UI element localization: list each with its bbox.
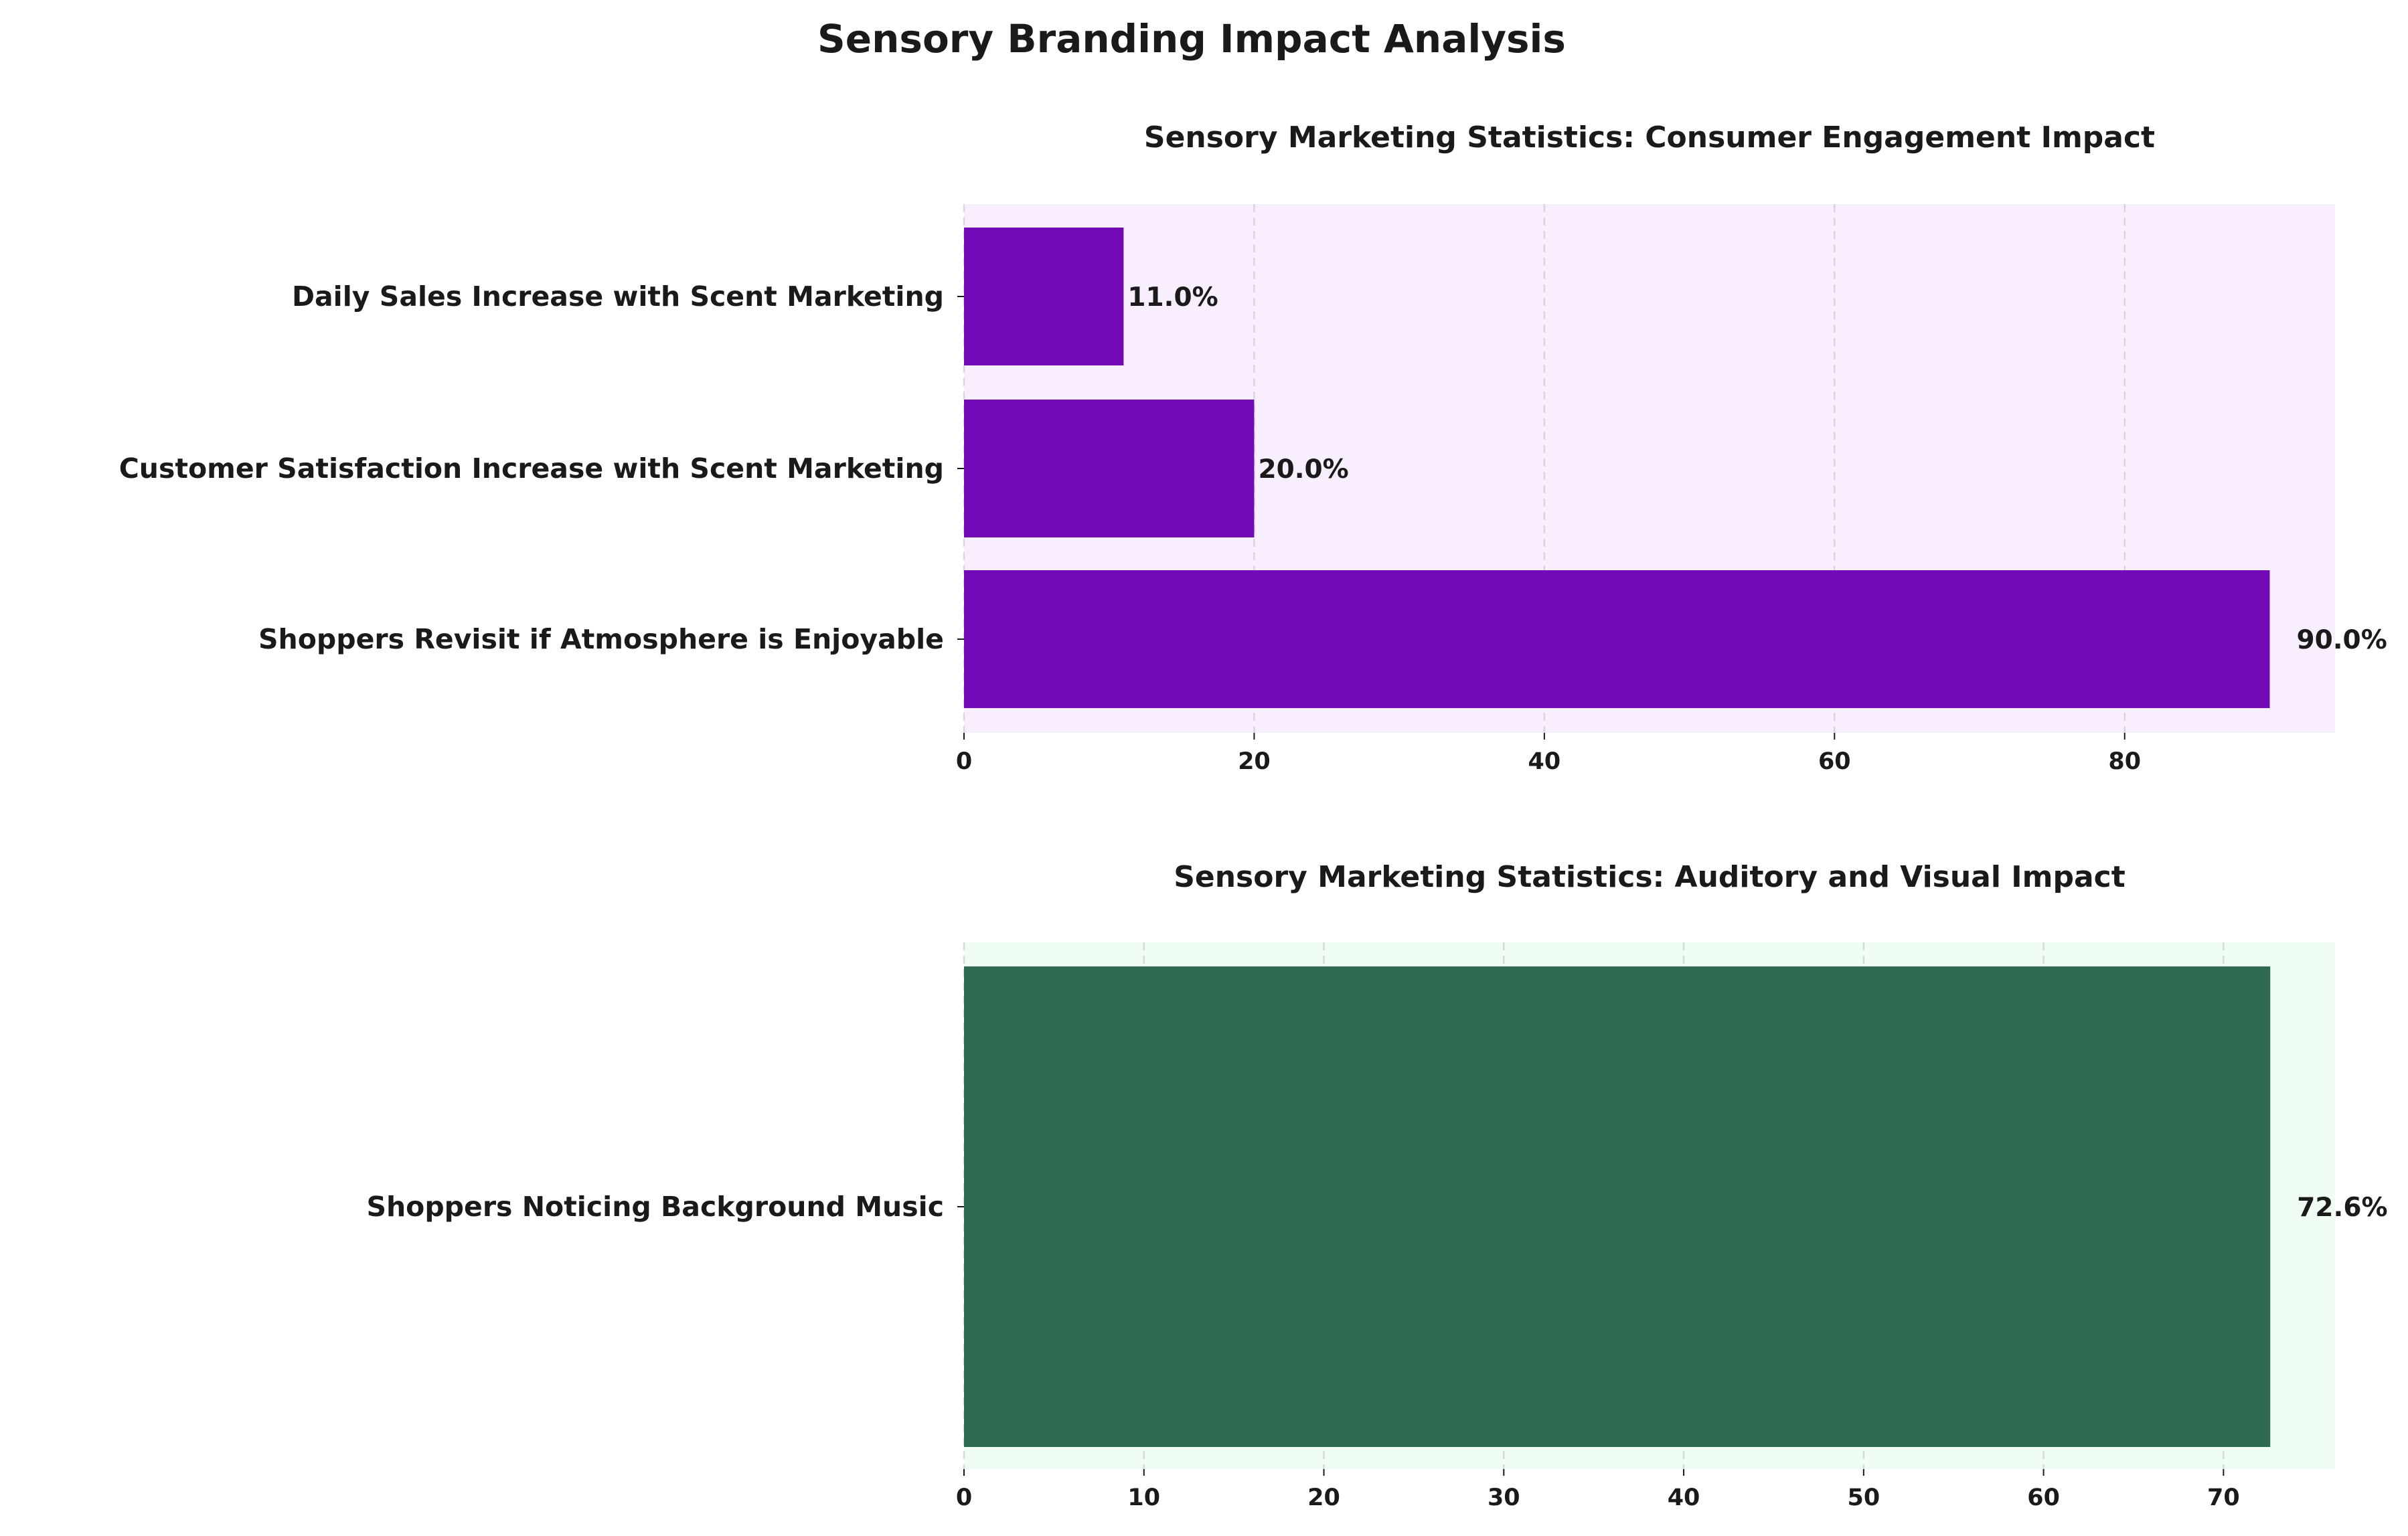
x-tick-label: 80 (2108, 748, 2141, 775)
value-label: 72.6% (2297, 1193, 2387, 1223)
x-tick-label: 60 (1818, 748, 1851, 775)
value-label: 20.0% (1258, 454, 1348, 485)
x-tick-label: 0 (956, 1484, 972, 1511)
category-label: Customer Satisfaction Increase with Scen… (119, 452, 944, 485)
x-tick-label: 40 (1668, 1484, 1700, 1511)
x-tick-label: 60 (2027, 1484, 2060, 1511)
bar-engagement-1 (964, 400, 1255, 537)
category-label: Shoppers Noticing Background Music (366, 1191, 944, 1223)
chart-auditory-visual: Sensory Marketing Statistics: Auditory a… (366, 860, 2387, 1511)
x-tick-label: 10 (1127, 1484, 1160, 1511)
bar-auditory-0 (964, 966, 2271, 1447)
x-tick-label: 30 (1488, 1484, 1520, 1511)
figure-suptitle: Sensory Branding Impact Analysis (817, 16, 1566, 62)
value-label: 11.0% (1127, 282, 1218, 313)
x-tick-label: 20 (1307, 1484, 1340, 1511)
bar-engagement-2 (964, 570, 2270, 708)
x-tick-label: 70 (2207, 1484, 2240, 1511)
chart-title: Sensory Marketing Statistics: Auditory a… (1174, 860, 2125, 894)
x-tick-label: 0 (956, 748, 972, 775)
chart-consumer-engagement: Sensory Marketing Statistics: Consumer E… (119, 120, 2387, 775)
category-label: Shoppers Revisit if Atmosphere is Enjoya… (258, 623, 944, 655)
x-tick-label: 50 (1847, 1484, 1880, 1511)
bar-engagement-0 (964, 228, 1124, 365)
x-tick-label: 40 (1528, 748, 1561, 775)
chart-title: Sensory Marketing Statistics: Consumer E… (1144, 120, 2155, 155)
x-tick-label: 20 (1238, 748, 1271, 775)
category-label: Daily Sales Increase with Scent Marketin… (292, 280, 944, 313)
value-label: 90.0% (2296, 625, 2387, 655)
